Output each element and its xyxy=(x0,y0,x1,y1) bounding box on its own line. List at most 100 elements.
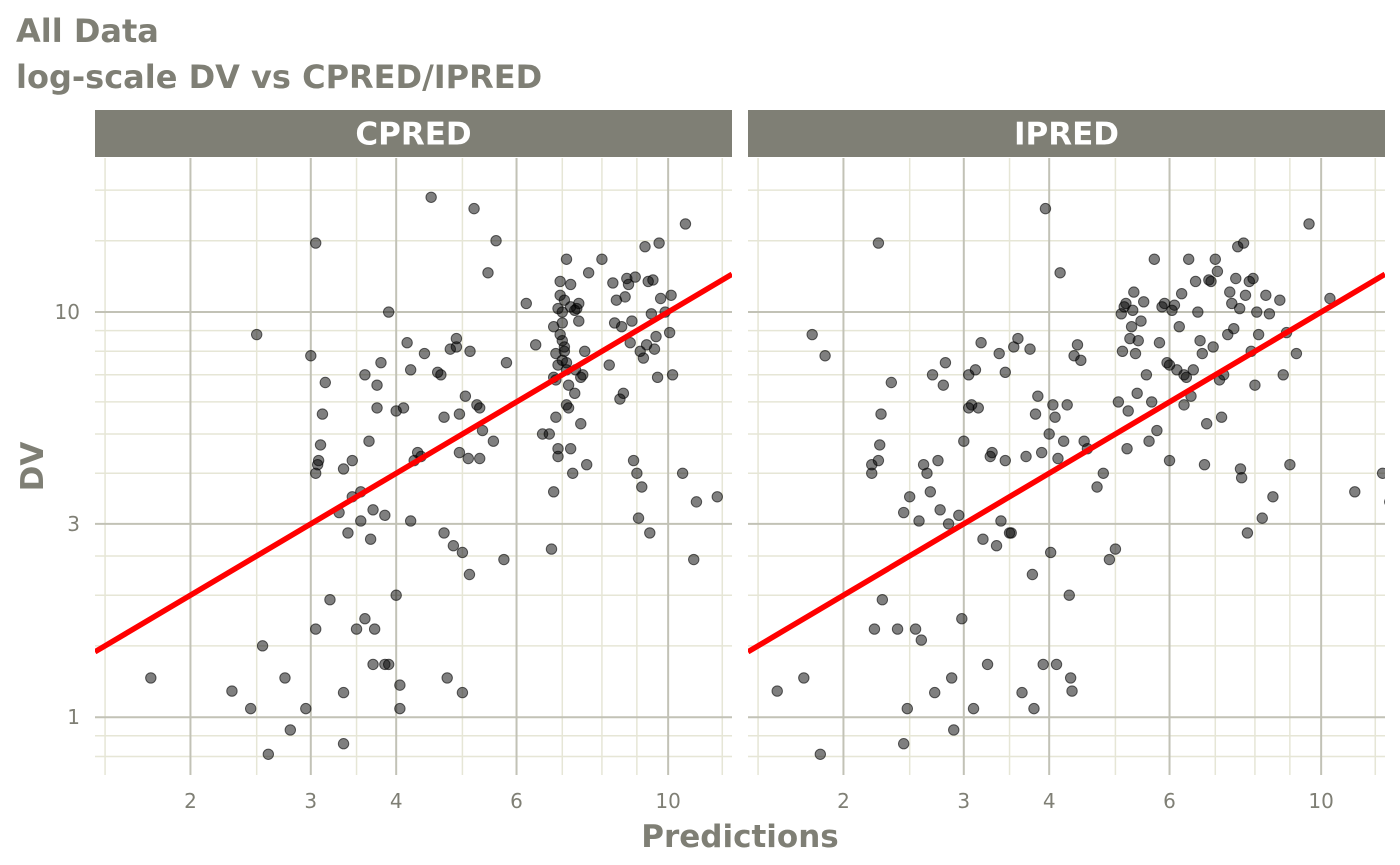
data-point xyxy=(342,527,354,539)
data-point xyxy=(1230,272,1242,285)
data-point xyxy=(1039,202,1052,215)
data-point xyxy=(953,509,965,522)
data-point xyxy=(921,467,933,479)
data-point xyxy=(1163,359,1176,371)
facet-strip xyxy=(748,110,1385,157)
data-point xyxy=(397,402,410,414)
data-point xyxy=(1387,554,1397,564)
data-point xyxy=(244,702,257,715)
data-point xyxy=(615,321,628,333)
data-point xyxy=(319,376,331,389)
data-point xyxy=(1192,306,1204,318)
data-point xyxy=(474,402,486,414)
data-point xyxy=(1143,435,1155,447)
data-point xyxy=(819,350,831,362)
data-point xyxy=(934,504,946,516)
data-point xyxy=(435,369,447,381)
data-point xyxy=(1228,322,1240,335)
x-axis-label: Predictions xyxy=(641,819,839,855)
data-point xyxy=(1112,396,1125,408)
data-point xyxy=(456,546,469,559)
data-point xyxy=(487,435,500,447)
data-point xyxy=(636,481,648,493)
data-point xyxy=(447,540,460,552)
data-point xyxy=(438,411,450,423)
data-point xyxy=(456,686,469,699)
data-point xyxy=(1016,686,1028,699)
x-tick-label: 3 xyxy=(304,789,317,813)
data-point xyxy=(977,533,989,545)
data-point xyxy=(1187,364,1199,376)
data-point xyxy=(404,515,417,527)
data-point xyxy=(913,515,925,527)
data-point xyxy=(462,452,474,465)
data-point xyxy=(279,672,291,684)
y-tick-label: 10 xyxy=(55,300,80,324)
data-point xyxy=(562,402,575,414)
data-point xyxy=(1020,450,1032,463)
data-point xyxy=(1120,297,1132,310)
data-point xyxy=(498,553,510,566)
data-point xyxy=(653,237,665,249)
data-point xyxy=(550,411,562,423)
data-point xyxy=(690,496,703,508)
grid-lines xyxy=(95,158,732,775)
data-point xyxy=(1274,294,1286,306)
data-point xyxy=(1122,405,1134,417)
data-point xyxy=(939,356,952,369)
data-point xyxy=(990,540,1003,552)
data-point xyxy=(993,347,1005,360)
data-point xyxy=(1235,472,1248,484)
data-point xyxy=(453,446,466,459)
data-point xyxy=(688,553,700,566)
data-point xyxy=(558,341,571,353)
data-point xyxy=(579,345,591,358)
data-point xyxy=(337,738,350,750)
data-point xyxy=(1128,286,1140,298)
data-point xyxy=(438,527,450,539)
data-point xyxy=(355,515,367,527)
data-point xyxy=(379,509,391,522)
x-tick-label: 10 xyxy=(655,789,680,813)
data-point xyxy=(929,686,941,699)
data-point xyxy=(975,337,987,349)
data-point xyxy=(1284,458,1296,471)
x-tick-label: 2 xyxy=(184,789,197,813)
x-tick-label: 2 xyxy=(837,789,850,813)
data-point xyxy=(798,672,810,684)
data-point xyxy=(1061,399,1073,411)
data-point xyxy=(1233,302,1246,315)
data-point xyxy=(679,218,692,230)
data-point xyxy=(1182,253,1195,265)
data-point xyxy=(924,486,937,498)
data-point xyxy=(1050,658,1063,671)
data-point xyxy=(1043,428,1055,440)
data-point xyxy=(603,359,615,371)
data-point xyxy=(1226,297,1238,310)
data-point xyxy=(450,341,463,353)
data-point xyxy=(1237,237,1250,249)
data-point xyxy=(375,356,387,369)
data-point xyxy=(1066,685,1078,697)
data-point xyxy=(1029,408,1042,420)
data-point xyxy=(1145,396,1158,408)
data-point xyxy=(1024,343,1036,355)
data-point xyxy=(986,446,998,459)
x-tick-label: 4 xyxy=(1043,789,1056,813)
data-point xyxy=(1047,399,1059,411)
chart-subtitle: log-scale DV vs CPRED/IPRED xyxy=(16,58,543,96)
data-point xyxy=(1049,411,1061,423)
data-point xyxy=(226,685,238,697)
data-point xyxy=(901,702,913,715)
data-point xyxy=(463,568,476,581)
data-point xyxy=(622,278,635,291)
data-point xyxy=(441,672,453,684)
data-point xyxy=(999,454,1011,467)
data-point xyxy=(564,278,577,291)
data-point xyxy=(569,387,581,400)
data-point xyxy=(337,686,350,699)
data-point xyxy=(1103,553,1116,566)
data-point xyxy=(575,418,587,430)
data-point xyxy=(367,504,379,516)
data-point xyxy=(359,613,371,625)
